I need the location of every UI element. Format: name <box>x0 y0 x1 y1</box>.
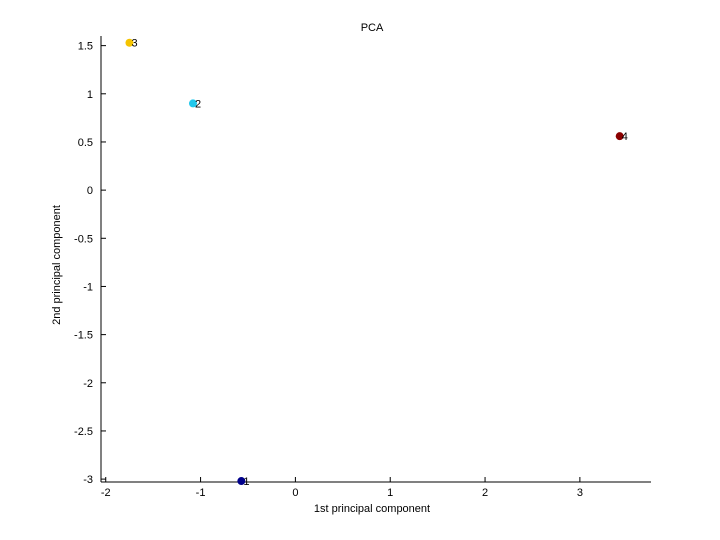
data-point <box>237 477 246 486</box>
x-tick-label: 3 <box>577 487 583 499</box>
axes <box>100 36 651 483</box>
y-tick-label: 0 <box>87 185 93 197</box>
x-tick-label: -2 <box>101 487 111 499</box>
data-points: 3 2 4 1 <box>125 38 628 488</box>
y-tick-label: 1 <box>87 89 93 101</box>
x-tick-label: 2 <box>482 487 488 499</box>
x-axis-label: 1st principal component <box>314 503 430 515</box>
y-ticks: 1.5 1 0.5 0 -0.5 -1 -1.5 -2 -2.5 -3 <box>74 41 106 486</box>
data-point-label: 2 <box>195 98 201 110</box>
y-tick-label: 1.5 <box>78 41 93 53</box>
data-point <box>188 99 197 108</box>
x-ticks: -2 -1 0 1 2 3 <box>101 477 583 499</box>
data-point-label: 1 <box>243 476 249 488</box>
data-point <box>615 132 624 141</box>
y-tick-label: -1 <box>83 281 93 293</box>
y-tick-label: -0.5 <box>74 233 93 245</box>
x-tick-label: -1 <box>196 487 206 499</box>
chart-title: PCA <box>361 22 384 34</box>
y-axis-label: 2nd principal component <box>51 205 63 325</box>
data-point <box>125 38 134 47</box>
x-tick-label: 0 <box>292 487 298 499</box>
data-point-label: 4 <box>622 131 628 143</box>
y-tick-label: -2.5 <box>74 426 93 438</box>
data-point-label: 3 <box>131 38 137 50</box>
y-tick-label: -3 <box>83 474 93 486</box>
y-tick-label: -1.5 <box>74 330 93 342</box>
y-tick-label: -2 <box>83 378 93 390</box>
x-tick-label: 1 <box>387 487 393 499</box>
y-tick-label: 0.5 <box>78 137 93 149</box>
